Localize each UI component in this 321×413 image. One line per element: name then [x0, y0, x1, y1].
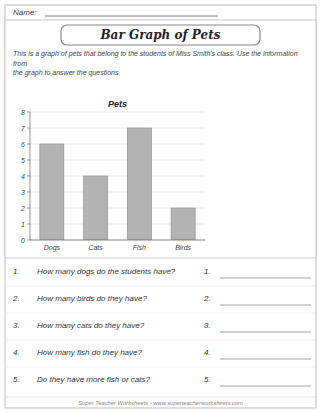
- answer-line: [220, 305, 311, 306]
- question-number: 3.: [13, 321, 20, 330]
- y-tick-label: 6: [21, 141, 25, 148]
- content-border: [5, 20, 316, 258]
- y-tick: [27, 128, 30, 129]
- x-tick-label: Birds: [175, 244, 191, 251]
- x-axis: [30, 240, 205, 241]
- question-text: How many birds do they have?: [37, 294, 147, 303]
- bar: [171, 208, 195, 240]
- page-border: [5, 5, 316, 408]
- answer-line: [220, 332, 311, 333]
- grid: [30, 112, 205, 240]
- bars: [40, 128, 195, 240]
- intro-text: This is a graph of pets that belong to t…: [13, 50, 298, 77]
- y-tick-label: 3: [21, 189, 25, 196]
- worksheet-title: Bar Graph of Pets: [99, 28, 220, 42]
- y-tick-label: 1: [21, 221, 25, 228]
- y-tick-label: 4: [21, 173, 25, 180]
- answer-number: 4.: [204, 348, 211, 357]
- y-tick-label: 0: [21, 237, 25, 244]
- bar: [84, 176, 108, 240]
- question-number: 4.: [13, 348, 20, 357]
- name-underline: [45, 16, 218, 17]
- y-tick: [27, 144, 30, 145]
- y-axis: [30, 112, 31, 240]
- question-number: 1.: [13, 267, 20, 276]
- y-tick: [27, 240, 30, 241]
- answer-number: 5.: [204, 375, 211, 384]
- question-text: Do they have more fish or cats?: [37, 375, 150, 384]
- y-tick: [27, 208, 30, 209]
- title-box: [61, 25, 260, 45]
- x-tick-label: Cats: [88, 244, 103, 251]
- grid-line: [30, 128, 205, 129]
- question-divider: [6, 286, 315, 287]
- x-tick-label: Fish: [133, 244, 146, 251]
- question-divider: [6, 340, 315, 341]
- y-tick-label: 7: [21, 125, 26, 132]
- y-tick-label: 8: [21, 109, 25, 116]
- answer-number: 2.: [203, 294, 211, 303]
- y-tick: [27, 160, 30, 161]
- y-tick: [27, 112, 30, 113]
- footer: Super Teacher Worksheets - www.superteac…: [78, 400, 243, 406]
- grid-line: [30, 112, 205, 113]
- x-tick-label: Dogs: [44, 244, 61, 252]
- question-text: How many cats do they have?: [37, 321, 145, 330]
- answer-line: [220, 359, 311, 360]
- question-number: 2.: [12, 294, 20, 303]
- answer-line: [220, 386, 311, 387]
- y-tick-label: 5: [21, 157, 25, 164]
- answer-number: 3.: [204, 321, 211, 330]
- bar: [127, 128, 151, 240]
- bar: [40, 144, 64, 240]
- question-text: How many dogs do the students have?: [37, 267, 176, 276]
- y-tick: [27, 192, 30, 193]
- question-number: 5.: [13, 375, 20, 384]
- y-tick-label: 2: [20, 205, 25, 212]
- footer-rule: [6, 397, 315, 398]
- chart-title: Pets: [108, 99, 127, 109]
- answer-number: 1.: [204, 267, 211, 276]
- question-text: How many fish do they have?: [37, 348, 142, 357]
- question-divider: [6, 313, 315, 314]
- y-tick: [27, 224, 30, 225]
- y-tick: [27, 176, 30, 177]
- answer-line: [220, 278, 311, 279]
- question-divider: [6, 367, 315, 368]
- grid-line: [30, 240, 205, 241]
- name-label: Name:: [13, 8, 37, 17]
